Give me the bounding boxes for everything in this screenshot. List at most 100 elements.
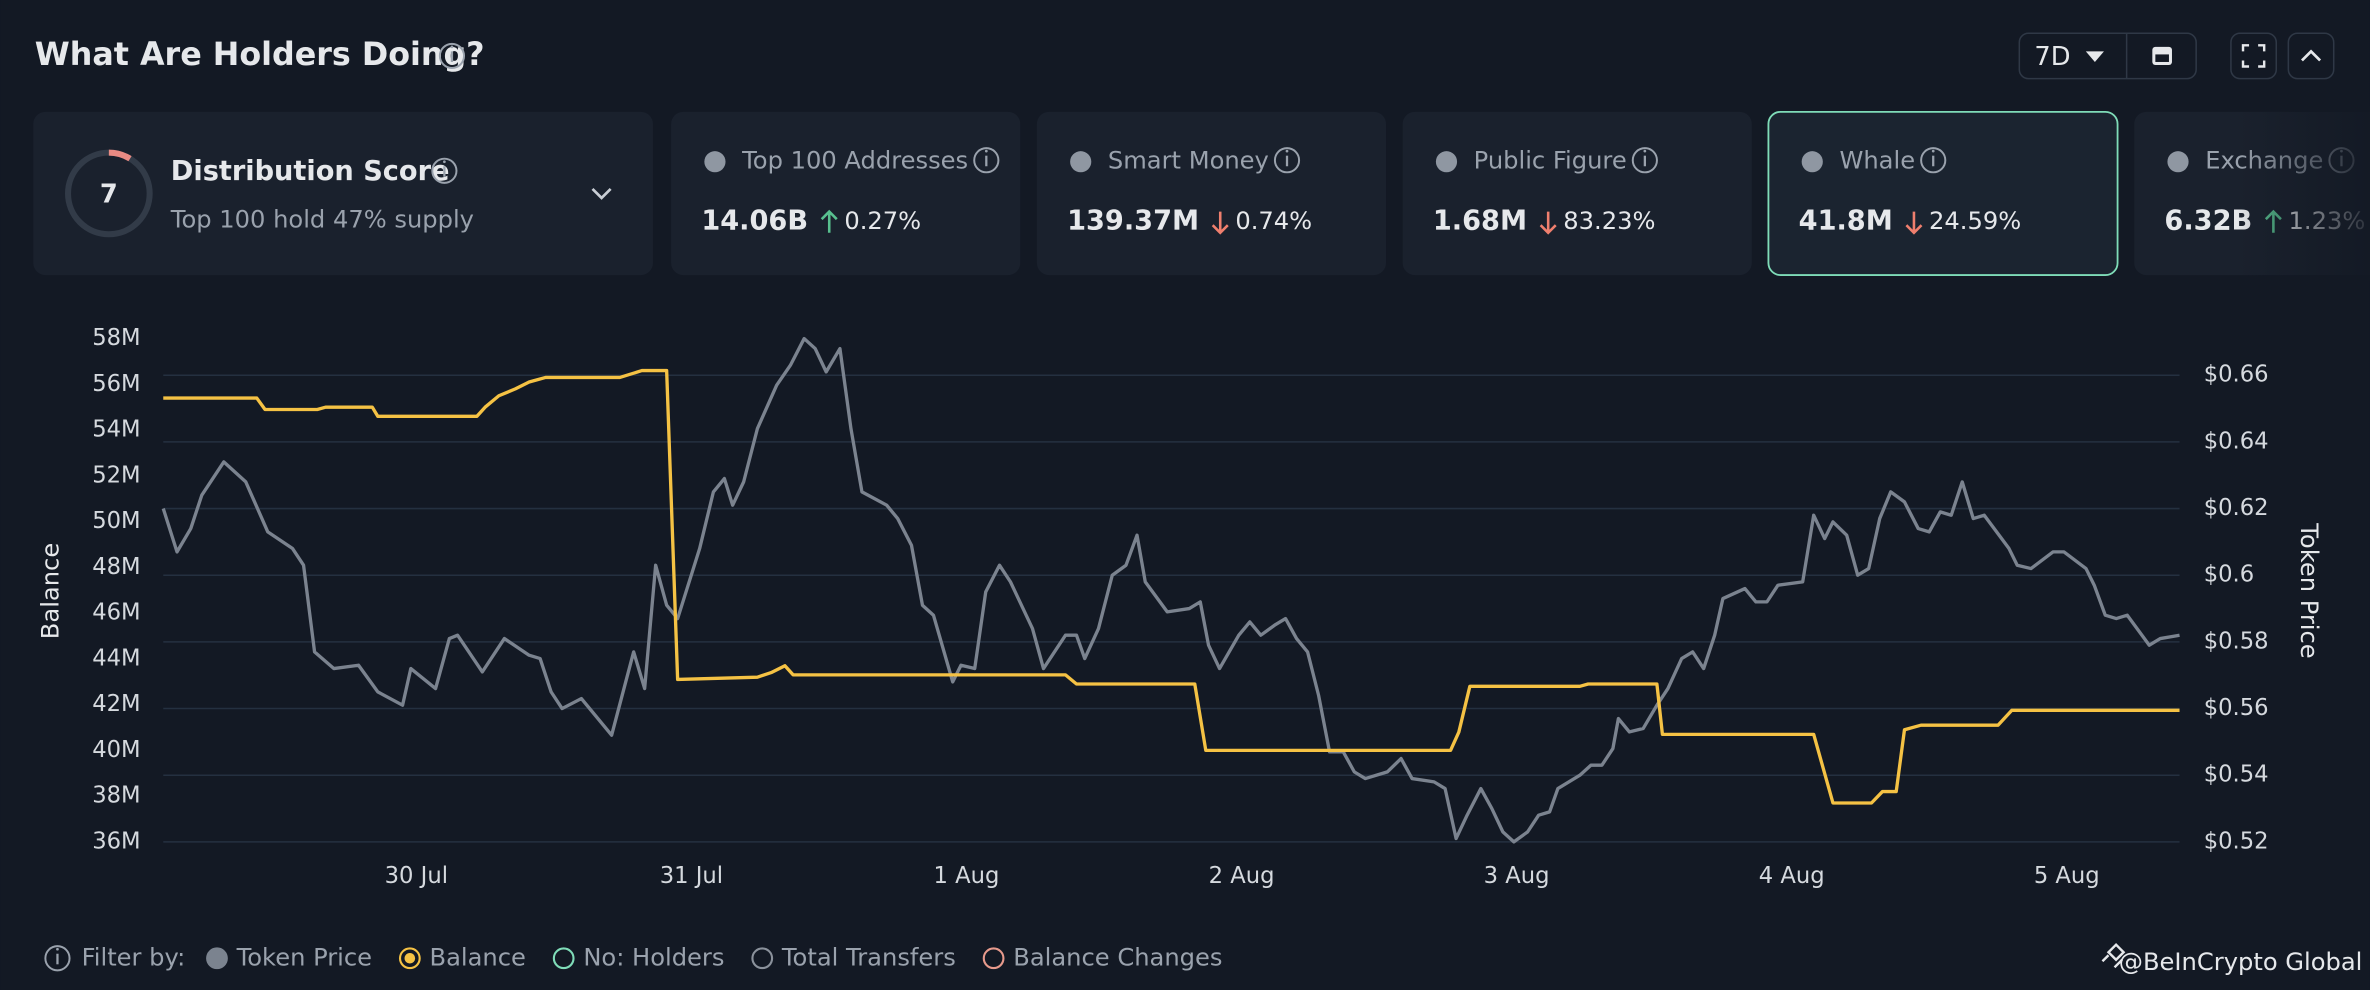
card-bg [1402,111,1752,276]
filter-label: Filter by: [82,943,186,971]
page-title: What Are Holders Doing? [35,37,485,73]
calendar-button[interactable] [2152,46,2172,65]
info-dot [984,149,988,153]
filter-item[interactable]: Balance [398,943,526,971]
card-bg [1767,110,2119,276]
info-ring [973,147,1000,174]
filter-item[interactable]: Token Price [206,943,372,971]
y-tick-label: 42M [92,691,140,717]
info-icon[interactable] [1631,147,1658,174]
card-icon [1070,151,1092,173]
info-icon[interactable] [431,157,458,184]
range-label[interactable]: 7D [2034,42,2070,72]
score-value: 7 [100,179,118,209]
card-bg [1036,111,1387,276]
y-axis-title: Balance [36,543,64,639]
y-tick-label: 54M [92,417,140,443]
dropdown-caret [2085,51,2104,62]
info-icon[interactable] [438,42,466,69]
edge-fade [2236,105,2370,282]
card-value: 41.8M [1799,206,1893,237]
card-bg [671,111,1021,276]
card-change: 24.59% [1929,207,2021,235]
card-icon [2167,151,2189,173]
change-arrow [820,209,838,233]
filter-item[interactable]: Total Transfers [751,943,956,971]
series-line [163,368,2180,805]
card-label: Whale [1839,147,1915,175]
card-change: 0.74% [1235,207,1312,235]
card-label: Public Figure [1474,147,1627,175]
x-tick-label: 5 Aug [2034,863,2100,889]
card-change: 0.27% [844,207,921,235]
series-line [161,336,2180,844]
change-arrow [1539,211,1557,235]
info-ring [1920,147,1947,174]
watermark-logo [2101,942,2126,969]
filter-name: Balance Changes [1013,943,1222,971]
range-picker[interactable] [2018,32,2197,80]
x-tick-label: 4 Aug [1759,863,1825,889]
card-label: Top 100 Addresses [741,147,968,175]
distribution-card[interactable] [33,111,653,276]
card-value: 14.06B [701,206,808,237]
y-tick-label: 58M [92,325,140,351]
y-tick-label: 38M [92,783,140,809]
filter-name: Balance [429,943,525,971]
watermark: @BeInCrypto Global [2119,948,2363,976]
fullscreen-button[interactable] [2230,32,2278,80]
y-tick-label: 46M [92,600,140,626]
y2-tick-label: $0.64 [2204,428,2269,454]
x-tick-label: 1 Aug [934,863,1000,889]
info-icon[interactable] [973,147,1000,174]
filter-name: No: Holders [583,943,724,971]
metric-card[interactable]: Smart Money 139.37M 0.74% [1036,111,1387,276]
y2-axis-title: Token Price [2295,522,2323,658]
y-tick-label: 52M [92,462,140,488]
info-ring [1273,147,1301,174]
filter-dot [398,947,421,970]
filter-dot [206,947,228,970]
card-value: 139.37M [1067,206,1199,237]
metric-card[interactable]: Public Figure 1.68M 83.23% [1402,111,1752,276]
info-dot [56,947,59,951]
info-icon[interactable] [1920,147,1947,174]
x-tick-label: 31 Jul [660,863,723,889]
card-label: Smart Money [1108,147,1269,175]
info-dot [1931,149,1935,153]
filter-item[interactable]: Balance Changes [982,943,1223,971]
y2-tick-label: $0.66 [2204,362,2269,388]
y-tick-label: 56M [92,371,140,397]
card-icon [1435,151,1458,173]
filter-dot-center [404,952,416,964]
y-tick-label: 48M [92,554,140,580]
y-tick-label: 40M [92,737,140,763]
y2-tick-label: $0.58 [2204,628,2269,654]
metric-card[interactable]: Top 100 Addresses 14.06B 0.27% [671,111,1021,276]
metric-card[interactable]: Whale 41.8M 24.59% [1767,110,2119,276]
info-dot [1643,149,1647,153]
card-icon [704,151,726,173]
info-icon[interactable] [44,945,71,972]
card-icon [1801,151,1823,173]
collapse-button[interactable] [2287,32,2335,80]
x-tick-label: 2 Aug [1209,863,1275,889]
y-tick-label: 50M [92,508,140,534]
expand-chevron[interactable] [591,187,612,200]
card-value: 1.68M [1433,206,1527,237]
filter-name: Total Transfers [781,943,956,971]
y2-tick-label: $0.6 [2204,562,2254,588]
filter-item[interactable]: No: Holders [552,943,725,971]
info-icon[interactable] [1273,147,1301,174]
y-tick-label: 44M [92,645,140,671]
y2-tick-label: $0.62 [2204,495,2269,521]
filter-name: Token Price [236,943,372,971]
x-tick-label: 30 Jul [385,863,448,889]
y2-tick-label: $0.52 [2204,828,2269,854]
filter-dot [751,947,774,970]
info-ring [44,945,71,972]
card-subtitle: Top 100 hold 47% supply [170,206,474,234]
score-arc [108,149,132,162]
y2-tick-label: $0.54 [2204,762,2269,788]
info-dot [1285,149,1289,153]
